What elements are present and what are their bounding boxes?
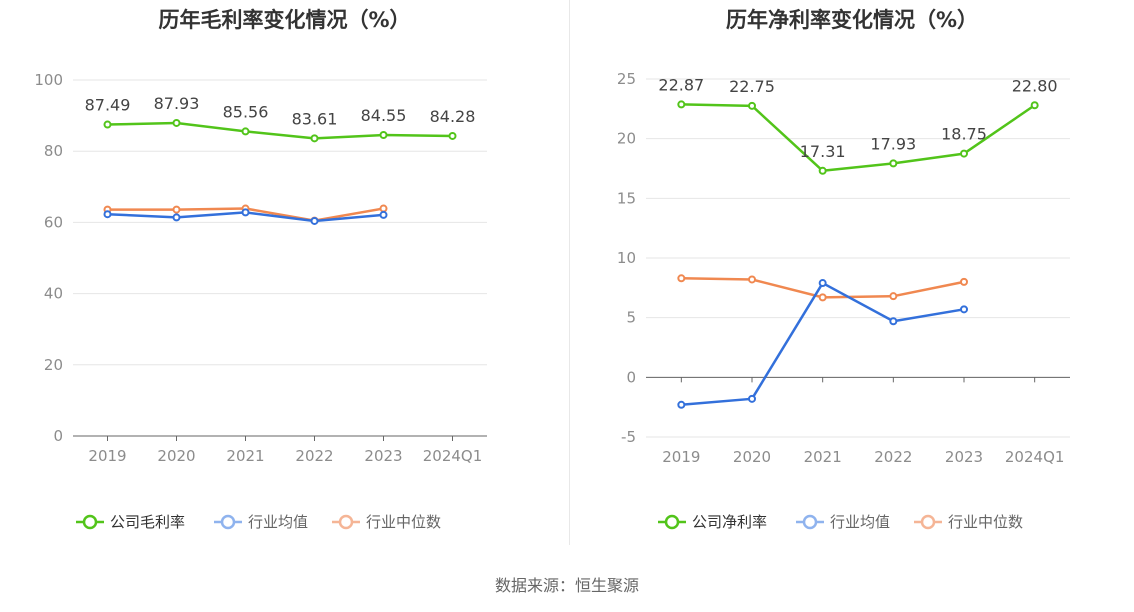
x-tick-label: 2019 (662, 448, 700, 466)
data-point (172, 213, 181, 222)
y-tick-label: 100 (34, 71, 63, 89)
gross-margin-chart: 0 20 40 60 80 100 2019 2020 2021 2022 2023 2024Q1 87… (34, 71, 487, 531)
x-tick-label: 2022 (874, 448, 912, 466)
data-point (241, 127, 250, 136)
data-point (889, 317, 898, 326)
data-point (1030, 101, 1039, 110)
legend-label: 行业均值 (248, 513, 308, 531)
data-point (379, 131, 388, 140)
legend-label: 公司毛利率 (110, 513, 185, 531)
data-point (677, 100, 686, 109)
x-tick-label: 2022 (295, 447, 333, 465)
series-line (107, 121, 453, 140)
y-tick-label: 40 (44, 285, 63, 303)
y-tick-label: 60 (44, 213, 63, 231)
legend-marker (82, 514, 98, 530)
legend-marker (920, 514, 936, 530)
data-point (103, 120, 112, 129)
net-margin-panel: 历年净利率变化情况（%） -5 0 5 10 15 20 25 2019 2020 2021 202… (570, 0, 1134, 545)
data-label: 18.75 (941, 125, 987, 144)
data-point (748, 275, 756, 284)
y-tick-label: 0 (53, 427, 63, 445)
data-label: 84.28 (430, 107, 476, 126)
data-label: 87.49 (85, 96, 131, 115)
y-tick-label: 20 (44, 356, 63, 374)
net-margin-title: 历年净利率变化情况（%） (725, 8, 979, 32)
data-point (103, 210, 112, 219)
legend-marker (664, 514, 680, 530)
x-tick-label: 2024Q1 (1005, 448, 1065, 466)
data-point (677, 274, 686, 283)
data-point (448, 131, 457, 140)
data-point (310, 134, 319, 143)
x-tick-label: 2024Q1 (423, 447, 483, 465)
y-tick-label: 80 (44, 142, 63, 160)
legend-marker (338, 514, 354, 530)
legend-marker (220, 514, 236, 530)
x-tick-label: 2020 (157, 447, 195, 465)
legend-label: 公司净利率 (692, 513, 767, 531)
y-tick-label: 25 (617, 70, 636, 88)
x-tick-label: 2023 (364, 447, 402, 465)
y-tick-label: 10 (617, 249, 636, 267)
y-tick-label: -5 (621, 428, 636, 446)
data-point (172, 118, 181, 127)
data-point (241, 208, 250, 217)
series-line (681, 103, 1036, 173)
data-point (889, 292, 898, 301)
data-point (960, 149, 968, 158)
y-tick-label: 20 (617, 130, 636, 148)
panel-divider (569, 0, 570, 545)
legend-label: 行业中位数 (948, 513, 1023, 531)
data-label: 87.93 (154, 94, 200, 113)
data-label: 83.61 (292, 109, 338, 128)
data-label: 84.55 (361, 106, 407, 125)
data-point (818, 293, 827, 302)
y-tick-label: 5 (626, 309, 636, 327)
x-tick-label: 2021 (804, 448, 842, 466)
data-point (172, 205, 181, 214)
legend-marker (802, 514, 818, 530)
y-tick-label: 0 (626, 368, 636, 386)
y-tick-label: 15 (617, 189, 636, 207)
gross-margin-title: 历年毛利率变化情况（%） (158, 8, 411, 32)
x-tick-label: 2020 (733, 448, 771, 466)
data-point (379, 210, 388, 219)
data-label: 85.56 (223, 102, 269, 121)
data-point (677, 400, 686, 409)
data-point (379, 204, 388, 213)
data-point (310, 216, 319, 225)
x-tick-label: 2019 (88, 447, 126, 465)
data-point (818, 166, 827, 175)
data-point (818, 279, 827, 288)
data-label: 17.31 (800, 142, 846, 161)
legend-label: 行业均值 (830, 513, 890, 531)
data-point (748, 394, 756, 403)
data-label: 17.93 (870, 134, 916, 153)
net-margin-chart: -5 0 5 10 15 20 25 2019 2020 2021 2022 2023 2024Q1 22… (617, 70, 1070, 531)
x-tick-label: 2023 (945, 448, 983, 466)
data-point (748, 101, 756, 110)
data-point (960, 305, 968, 314)
data-source: 数据来源：恒生聚源 (494, 576, 639, 595)
x-tick-label: 2021 (226, 447, 264, 465)
data-label: 22.87 (658, 75, 704, 94)
data-point (960, 277, 968, 286)
legend-label: 行业中位数 (366, 513, 441, 531)
data-point (889, 159, 898, 168)
data-label: 22.80 (1012, 76, 1058, 95)
gross-margin-panel: 历年毛利率变化情况（%） 0 20 40 60 80 100 2019 2020 2021 202… (0, 0, 569, 545)
data-label: 22.75 (729, 77, 775, 96)
